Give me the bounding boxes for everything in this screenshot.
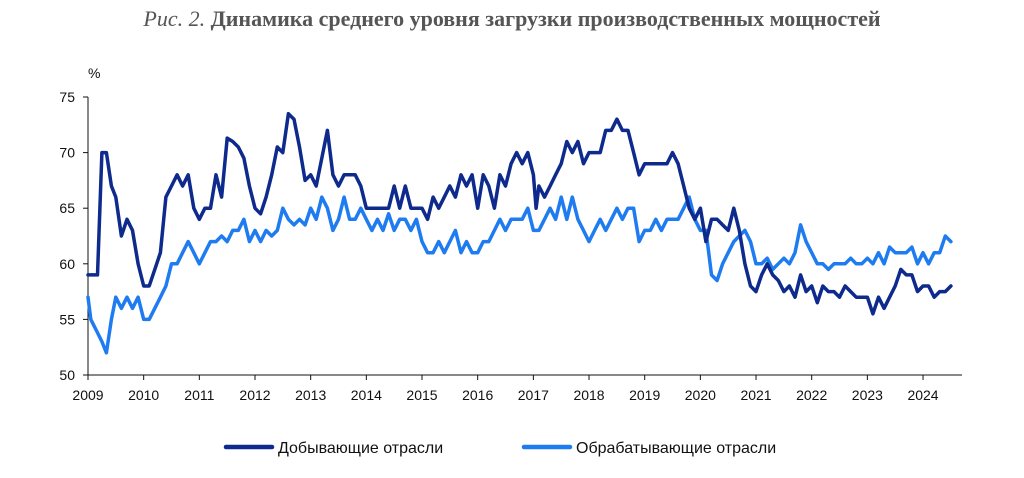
x-tick-label: 2018 (573, 387, 604, 403)
x-tick-label: 2015 (406, 387, 437, 403)
chart-title-main: Динамика среднего уровня загрузки произв… (210, 6, 881, 31)
series-lines (86, 111, 953, 355)
x-tick-label: 2010 (128, 387, 159, 403)
y-tick-label: 65 (59, 200, 75, 216)
x-tick-label: 2020 (685, 387, 716, 403)
y-tick-label: 60 (59, 256, 75, 272)
x-tick-label: 2023 (852, 387, 883, 403)
y-tick-label: 70 (59, 145, 75, 161)
legend-label-manufacturing: Обрабатывающие отрасли (576, 440, 776, 457)
chart-title-prefix: Рис. 2. (143, 6, 206, 31)
series-line-mining (86, 111, 953, 316)
x-tick-label: 2017 (518, 387, 549, 403)
x-tick-label: 2011 (184, 387, 214, 403)
y-ticks: 50 55 60 65 70 75 (59, 89, 88, 383)
y-tick-label: 55 (59, 311, 75, 327)
y-tick-label: 75 (59, 89, 75, 105)
x-tick-label: 2012 (239, 387, 270, 403)
x-tick-label: 2024 (907, 387, 938, 403)
x-tick-label: 2009 (72, 387, 103, 403)
x-tick-label: 2014 (351, 387, 382, 403)
chart-title: Рис. 2. Динамика среднего уровня загрузк… (0, 6, 1024, 32)
y-axis-unit-label: % (88, 65, 100, 81)
legend: Добывающие отрасли Обрабатывающие отрасл… (223, 440, 776, 457)
x-tick-label: 2013 (295, 387, 326, 403)
x-tick-label: 2021 (740, 387, 771, 403)
x-ticks: 2009 2010 2011 2012 2013 2014 2015 2016 2017 2018… (72, 375, 939, 403)
series-line-manufacturing (86, 195, 953, 355)
x-tick-label: 2019 (629, 387, 660, 403)
chart-axes: % (87, 65, 962, 376)
x-tick-label: 2022 (796, 387, 827, 403)
legend-label-mining: Добывающие отрасли (278, 440, 443, 457)
y-tick-label: 50 (59, 367, 75, 383)
x-tick-label: 2016 (462, 387, 493, 403)
